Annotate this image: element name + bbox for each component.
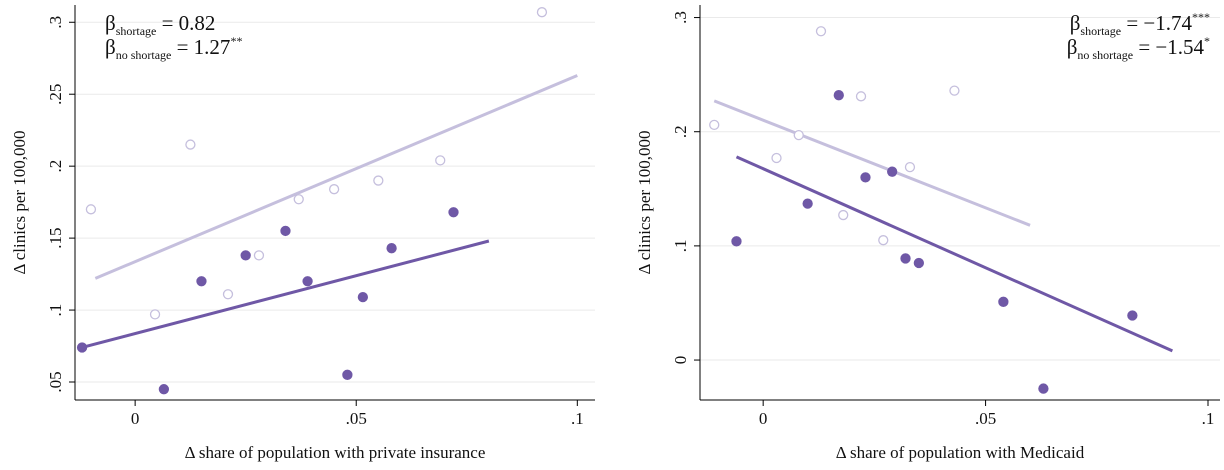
beta: β xyxy=(105,35,116,59)
point xyxy=(158,384,170,395)
point xyxy=(280,225,291,237)
point xyxy=(293,194,304,205)
point xyxy=(998,296,1009,307)
point xyxy=(731,236,742,247)
y-tick-label: 0 xyxy=(671,356,690,365)
y-tick-label: .05 xyxy=(46,371,65,392)
point xyxy=(196,276,207,287)
beta: β xyxy=(105,11,116,35)
point xyxy=(887,166,898,177)
point xyxy=(802,198,813,209)
superscript: * xyxy=(1204,34,1210,48)
point xyxy=(342,369,353,380)
point xyxy=(855,91,867,102)
point xyxy=(328,184,340,195)
point xyxy=(878,235,889,246)
point xyxy=(448,207,459,218)
y-tick-label: .3 xyxy=(671,11,690,24)
annotation: βshortage = 0.82 xyxy=(105,11,215,38)
y-tick-label: .3 xyxy=(46,16,65,29)
annotation-text: = −1.54 xyxy=(1133,35,1204,59)
fit-line xyxy=(94,74,578,280)
point xyxy=(253,250,265,261)
point xyxy=(302,276,313,287)
x-tick-label: .05 xyxy=(346,409,367,428)
annotation: βno shortage = −1.54* xyxy=(1067,34,1210,62)
point xyxy=(76,342,88,353)
x-tick-label: .1 xyxy=(1202,409,1215,428)
y-tick-label: .15 xyxy=(46,227,65,248)
x-tick-label: 0 xyxy=(759,409,768,428)
y-tick-label: .25 xyxy=(46,84,65,105)
x-axis-label: Δ share of population with Medicaid xyxy=(836,443,1085,462)
point xyxy=(949,85,960,96)
beta: β xyxy=(1067,35,1078,59)
point xyxy=(149,309,161,320)
point xyxy=(185,139,196,150)
annotation: βshortage = −1.74*** xyxy=(1070,10,1210,38)
y-tick-label: .2 xyxy=(671,125,690,138)
point xyxy=(913,257,925,269)
point xyxy=(386,243,397,254)
point xyxy=(240,250,251,261)
subscript: no shortage xyxy=(116,48,172,62)
point xyxy=(793,129,804,141)
annotation-text: = −1.74 xyxy=(1121,11,1192,35)
point xyxy=(860,172,871,183)
x-tick-label: .05 xyxy=(975,409,996,428)
point xyxy=(222,289,234,300)
beta: β xyxy=(1070,11,1081,35)
point xyxy=(85,204,97,215)
superscript: *** xyxy=(1192,10,1210,24)
x-tick-label: 0 xyxy=(131,409,140,428)
point xyxy=(536,7,548,18)
point xyxy=(900,253,911,264)
fit-line xyxy=(81,239,490,349)
fit-line xyxy=(735,155,1174,353)
y-tick-label: .1 xyxy=(671,240,690,253)
subscript: no shortage xyxy=(1077,48,1133,62)
annotation: βno shortage = 1.27** xyxy=(105,34,242,62)
point xyxy=(771,152,782,164)
x-axis-label: Δ share of population with private insur… xyxy=(185,443,486,462)
x-tick-label: .1 xyxy=(571,409,584,428)
point xyxy=(815,26,827,37)
point xyxy=(373,175,384,186)
point xyxy=(357,291,369,303)
subscript: shortage xyxy=(116,24,157,38)
point xyxy=(904,161,916,173)
point xyxy=(435,155,446,166)
point xyxy=(1038,383,1049,394)
y-tick-label: .2 xyxy=(46,160,65,173)
point xyxy=(833,90,844,101)
fit-line xyxy=(713,99,1031,227)
y-axis-label: Δ clinics per 100,000 xyxy=(10,130,29,274)
subscript: shortage xyxy=(1080,24,1121,38)
annotation-text: = 1.27 xyxy=(171,35,230,59)
annotation-text: = 0.82 xyxy=(156,11,215,35)
superscript: ** xyxy=(230,34,242,48)
point xyxy=(1127,310,1138,321)
y-axis-label: Δ clinics per 100,000 xyxy=(635,130,654,274)
point xyxy=(709,119,720,131)
y-tick-label: .1 xyxy=(46,304,65,317)
point xyxy=(838,209,849,221)
